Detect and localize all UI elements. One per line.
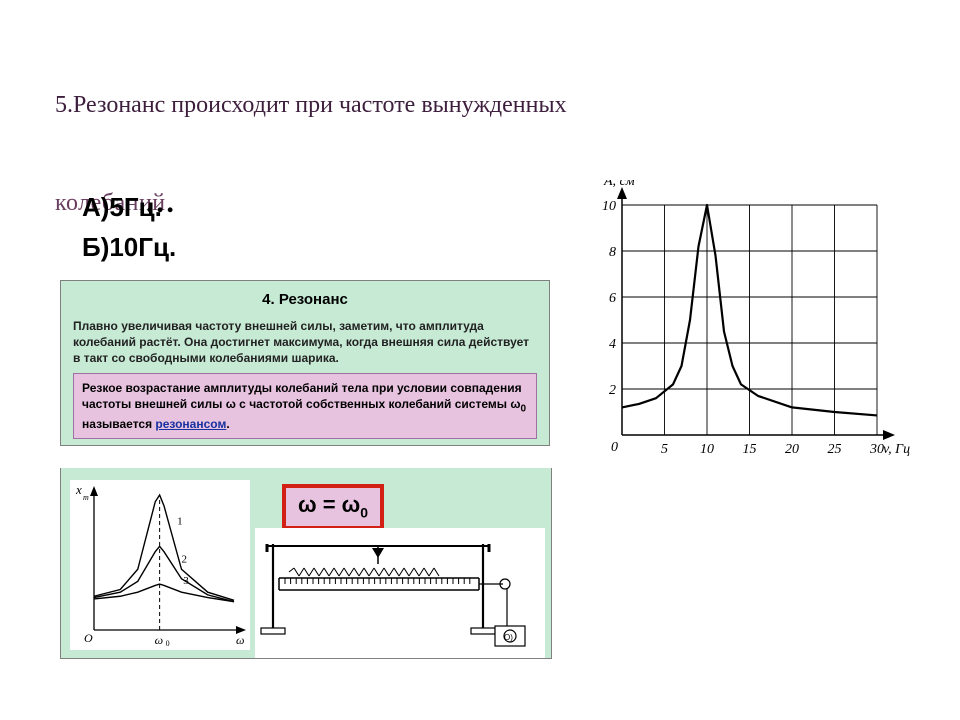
question-line-1: 5.Резонанс происходит при частоте вынужд… — [55, 92, 567, 119]
svg-text:ω: ω — [155, 633, 163, 647]
svg-text:O: O — [84, 631, 93, 645]
formula-lhs: ω = ω — [298, 492, 360, 517]
svg-text:v, Гц: v, Гц — [883, 442, 910, 457]
svg-text:10: 10 — [700, 442, 714, 457]
svg-text:А, см: А, см — [603, 180, 635, 189]
svg-text:1: 1 — [177, 516, 183, 528]
svg-text:25: 25 — [828, 442, 842, 457]
resonance-formula: ω = ω0 — [282, 484, 384, 530]
svg-text:5: 5 — [661, 442, 668, 457]
formula-sub: 0 — [360, 504, 368, 520]
resonance-chart: 0 5 10 15 20 25 30 2 4 6 8 10 А, см v, Гц — [580, 180, 910, 480]
svg-text:8: 8 — [609, 245, 616, 260]
damping-curves-chart: 123xmOω0ω — [70, 480, 250, 650]
svg-text:0: 0 — [611, 440, 618, 455]
svg-text:m: m — [83, 493, 89, 502]
panel-title: 4. Резонанс — [73, 291, 537, 308]
definition-text-pre: Резкое возрастание амплитуды колебаний т… — [82, 381, 522, 411]
answer-option-b: Б)10Гц. — [82, 232, 176, 263]
svg-text:O): O) — [504, 633, 513, 642]
svg-text:ω: ω — [236, 633, 244, 647]
panel-paragraph: Плавно увеличивая частоту внешней силы, … — [73, 318, 537, 367]
svg-text:4: 4 — [609, 337, 616, 352]
definition-text-post: называется — [82, 417, 155, 431]
answer-option-a: А)5Гц. — [82, 192, 162, 223]
svg-text:2: 2 — [609, 383, 616, 398]
definition-box: Резкое возрастание амплитуды колебаний т… — [73, 373, 537, 439]
svg-text:3: 3 — [183, 575, 189, 587]
svg-text:6: 6 — [609, 291, 616, 306]
svg-text:20: 20 — [785, 442, 799, 457]
svg-text:15: 15 — [743, 442, 757, 457]
resonance-link[interactable]: резонансом — [155, 417, 226, 431]
svg-text:x: x — [75, 482, 82, 497]
apparatus-diagram: O) — [255, 528, 545, 658]
definition-sub: 0 — [520, 403, 526, 414]
svg-text:0: 0 — [166, 639, 170, 648]
definition-end: . — [226, 417, 229, 431]
svg-text:2: 2 — [182, 554, 188, 566]
svg-text:30: 30 — [869, 442, 884, 457]
resonance-panel: 4. Резонанс Плавно увеличивая частоту вн… — [60, 280, 550, 446]
svg-text:10: 10 — [602, 199, 616, 214]
